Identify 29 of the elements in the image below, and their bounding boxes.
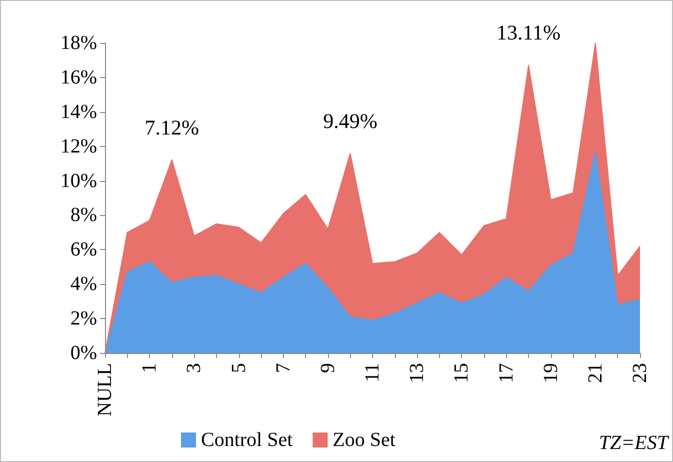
y-tick-label: 12% xyxy=(60,135,97,158)
x-tick-label: 19 xyxy=(540,363,562,383)
data-label: 7.12% xyxy=(144,115,199,140)
x-tick-label: 1 xyxy=(138,363,161,373)
y-tick-label: 4% xyxy=(70,273,97,296)
x-tick-label: 21 xyxy=(584,363,606,383)
y-tick-label: 8% xyxy=(70,204,97,226)
y-tick-label: 10% xyxy=(60,170,97,192)
y-tick-label: 18% xyxy=(60,32,97,54)
y-tick-label: 14% xyxy=(60,100,97,123)
x-tick-label: 13 xyxy=(406,363,428,383)
x-tick-label: 9 xyxy=(316,363,339,373)
x-tick-label: 23 xyxy=(629,363,651,383)
x-tick-label: NULL xyxy=(94,363,116,416)
y-tick-label: 2% xyxy=(70,308,97,330)
x-tick-label: 17 xyxy=(495,363,518,383)
y-tick-label: 16% xyxy=(60,66,97,88)
x-tick-label: 11 xyxy=(362,363,384,382)
x-tick-label: 7 xyxy=(272,363,294,373)
text: TZ=EST xyxy=(598,432,668,455)
y-tick-label: 0% xyxy=(70,342,97,364)
x-tick-label: 15 xyxy=(450,363,473,383)
data-label: 9.49% xyxy=(323,108,378,133)
x-tick-label: 5 xyxy=(228,363,250,373)
legend-label: Zoo Set xyxy=(332,429,396,451)
y-tick-label: 6% xyxy=(70,238,97,261)
data-label: 13.11% xyxy=(496,20,561,45)
legend-label: Control Set xyxy=(201,429,294,451)
x-tick-label: 3 xyxy=(183,363,206,373)
